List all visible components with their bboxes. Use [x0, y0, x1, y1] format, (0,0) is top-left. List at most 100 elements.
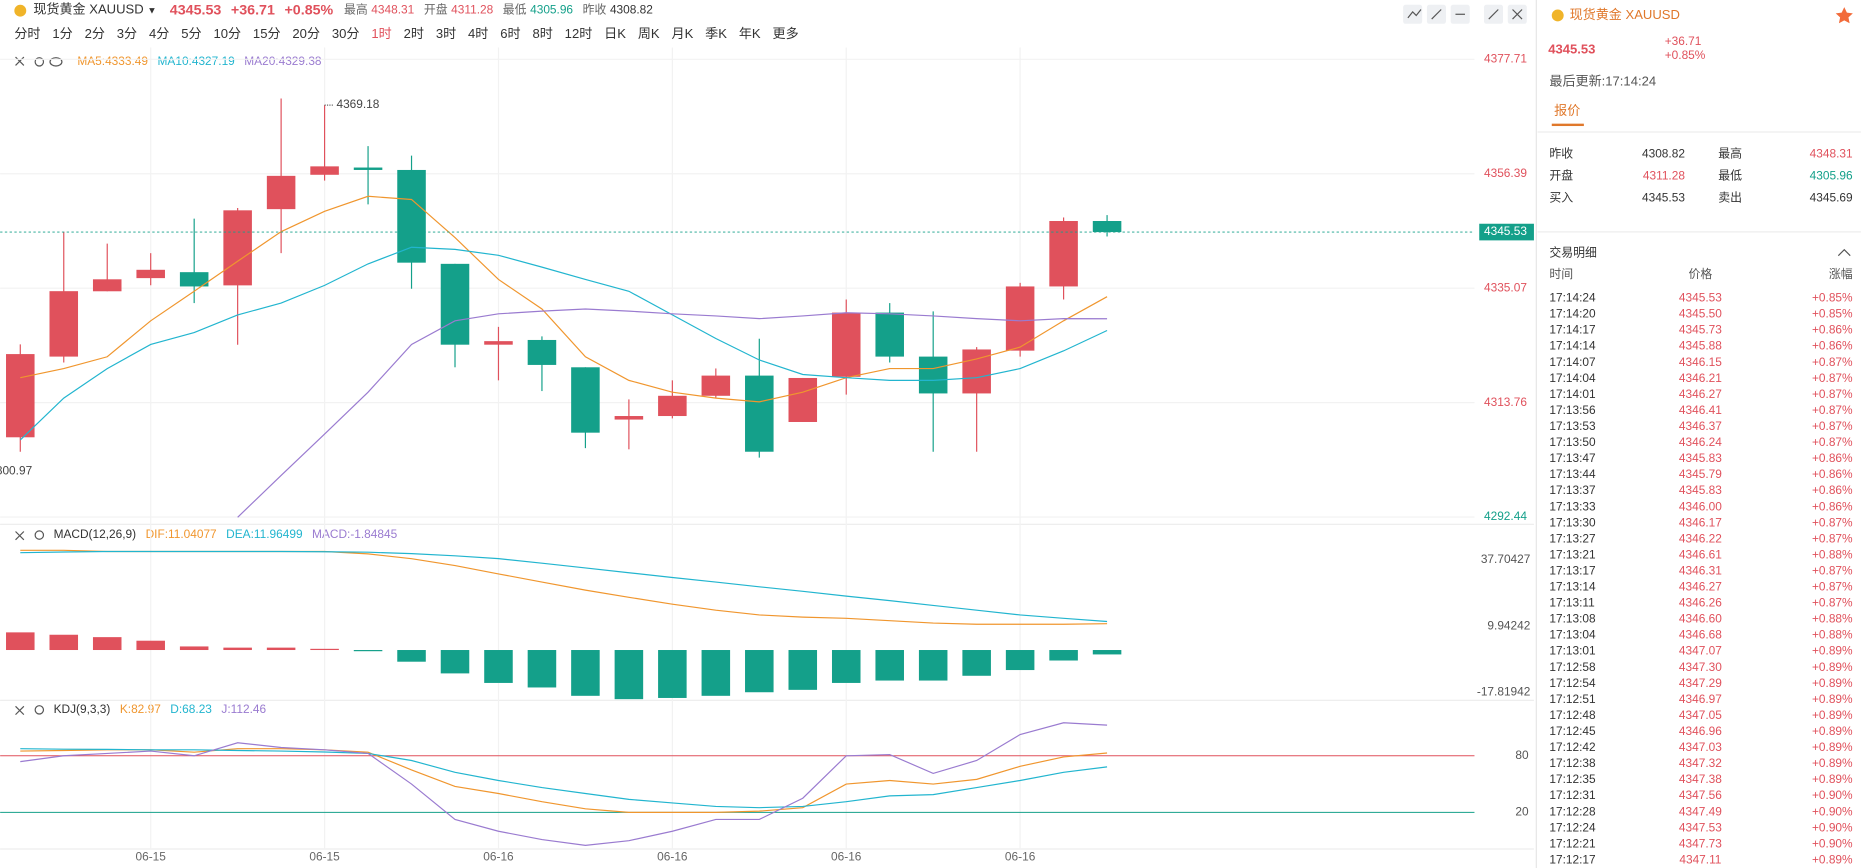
- macd-bar: [571, 650, 600, 696]
- legend-item: MA5:4333.49: [77, 54, 148, 68]
- y-tick-label: 4313.76: [1484, 395, 1527, 409]
- timeframe[interactable]: 10分: [213, 26, 241, 41]
- value: 4305.96: [530, 3, 573, 17]
- trade-cell: 4347.11: [1679, 852, 1721, 866]
- trade-cell: 17:13:11: [1549, 596, 1595, 610]
- trade-cell: 17:14:04: [1549, 371, 1596, 385]
- trade-cell: +0.89%: [1812, 692, 1853, 706]
- y-tick-label: 4335.07: [1484, 280, 1527, 294]
- quote-label: 卖出: [1718, 191, 1742, 205]
- indicator-title: KDJ(9,3,3): [54, 702, 111, 716]
- legend-item: MACD:-1.84845: [312, 527, 398, 541]
- timeframe[interactable]: 4分: [149, 26, 169, 41]
- trade-cell: +0.86%: [1812, 483, 1853, 497]
- visibility-icon[interactable]: [49, 57, 63, 67]
- candle-body: [527, 339, 557, 365]
- tab[interactable]: 报价: [1554, 103, 1580, 118]
- candle-body: [1005, 286, 1035, 351]
- timeframe[interactable]: 30分: [332, 26, 360, 41]
- timeframe[interactable]: 3时: [436, 26, 456, 41]
- timeframe[interactable]: 1分: [52, 26, 72, 41]
- collapse-icon[interactable]: [1837, 248, 1851, 257]
- timeframe[interactable]: 15分: [253, 26, 281, 41]
- trade-cell: +0.88%: [1812, 612, 1853, 626]
- trade-cell: 4347.38: [1679, 772, 1722, 786]
- timeframe[interactable]: 4时: [468, 26, 488, 41]
- timeframe[interactable]: 5分: [181, 26, 201, 41]
- timeframe[interactable]: 12时: [565, 26, 593, 41]
- timeframe[interactable]: 2时: [404, 26, 424, 41]
- timeframe[interactable]: 年K: [739, 26, 761, 41]
- candle-body: [788, 377, 818, 422]
- trade-cell: 17:12:24: [1549, 820, 1596, 834]
- macd-bar: [310, 648, 339, 651]
- column-header: 涨幅: [1829, 267, 1853, 281]
- gold-icon: [14, 4, 27, 17]
- timeframe[interactable]: 6时: [500, 26, 520, 41]
- trade-cell: 4345.50: [1679, 307, 1722, 321]
- timeframe[interactable]: 20分: [292, 26, 320, 41]
- trade-cell: 17:12:54: [1549, 676, 1596, 690]
- trade-cell: 4346.97: [1679, 692, 1722, 706]
- candle-body: [831, 312, 861, 377]
- close-icon[interactable]: [15, 56, 25, 66]
- trade-cell: 17:14:17: [1549, 323, 1595, 337]
- trade-cell: +0.85%: [1812, 307, 1853, 321]
- timeframe[interactable]: 日K: [604, 26, 626, 41]
- tool-button[interactable]: [1403, 4, 1423, 24]
- quote-label: 买入: [1549, 191, 1573, 205]
- timeframe[interactable]: 更多: [773, 26, 799, 41]
- timeframe[interactable]: 月K: [672, 26, 694, 41]
- trade-cell: 17:13:14: [1549, 580, 1596, 594]
- timeframe[interactable]: 1时: [371, 26, 391, 41]
- x-tick-label: 06-15: [309, 849, 340, 863]
- indicator-line: [20, 722, 1108, 846]
- trade-cell: 17:12:28: [1549, 804, 1596, 818]
- indicator-line: [20, 748, 1108, 809]
- timeframe[interactable]: 2分: [85, 26, 105, 41]
- macd-bar: [397, 650, 426, 662]
- trade-cell: +0.89%: [1812, 676, 1853, 690]
- trade-cell: 4346.27: [1679, 580, 1722, 594]
- header[interactable]: 现货黄金 XAUUSD ▼ 4345.53 +36.71 +0.85% 最高 434…: [33, 2, 653, 18]
- candle-body: [310, 166, 339, 175]
- side-panel: 昨收 4308.82 最高 4348.31 开盘 4311.28 最低 4305.96 买入 43…: [1549, 147, 1853, 867]
- settings-icon[interactable]: [34, 57, 45, 67]
- settings-icon[interactable]: [34, 530, 45, 540]
- trade-cell: 4346.31: [1679, 563, 1722, 577]
- timeframe[interactable]: 季K: [705, 26, 727, 41]
- favorite-star[interactable]: [1835, 7, 1853, 24]
- indicator-line: [19, 246, 1108, 441]
- symbol[interactable]: 现货黄金 XAUUSD: [33, 2, 143, 17]
- quote-label: 最低: [1718, 169, 1742, 183]
- settings-icon[interactable]: [34, 705, 45, 715]
- candle-body: [658, 395, 687, 417]
- timeframe[interactable]: 分时: [14, 26, 40, 41]
- x-tick-label: 06-16: [1005, 849, 1036, 863]
- label: 开盘: [424, 3, 448, 17]
- quote-value: 4348.31: [1810, 147, 1853, 161]
- y-tick-label: 4377.71: [1484, 51, 1527, 65]
- trade-cell: 17:12:31: [1549, 788, 1596, 802]
- x-tick-label: 06-16: [831, 849, 862, 863]
- dropdown[interactable]: ▼: [147, 5, 156, 16]
- trade-cell: 4345.73: [1679, 323, 1722, 337]
- macd-bar: [831, 650, 861, 683]
- timeframe[interactable]: 周K: [638, 26, 660, 41]
- legend-item: MA10:4327.19: [158, 54, 236, 68]
- close-icon[interactable]: [15, 531, 25, 541]
- last-updated: 最后更新:17:14:24: [1549, 73, 1656, 88]
- trade-cell: +0.90%: [1812, 804, 1853, 818]
- side-symbol: 现货黄金 XAUUSD: [1570, 7, 1680, 22]
- trade-cell: 17:14:07: [1549, 355, 1595, 369]
- trade-cell: 17:12:17: [1549, 852, 1595, 866]
- macd-legend: MACD(12,26,9) DIF:11.04077 DEA:11.96499 MAC…: [54, 527, 398, 541]
- trade-cell: 4346.96: [1679, 724, 1722, 738]
- timeframe[interactable]: 3分: [117, 26, 137, 41]
- trade-cell: 17:13:33: [1549, 499, 1596, 513]
- trade-cell: +0.88%: [1812, 628, 1853, 642]
- timeframe[interactable]: 8时: [532, 26, 552, 41]
- close-icon[interactable]: [15, 705, 25, 716]
- macd-bar: [962, 650, 991, 676]
- trade-cell: 17:13:53: [1549, 419, 1596, 433]
